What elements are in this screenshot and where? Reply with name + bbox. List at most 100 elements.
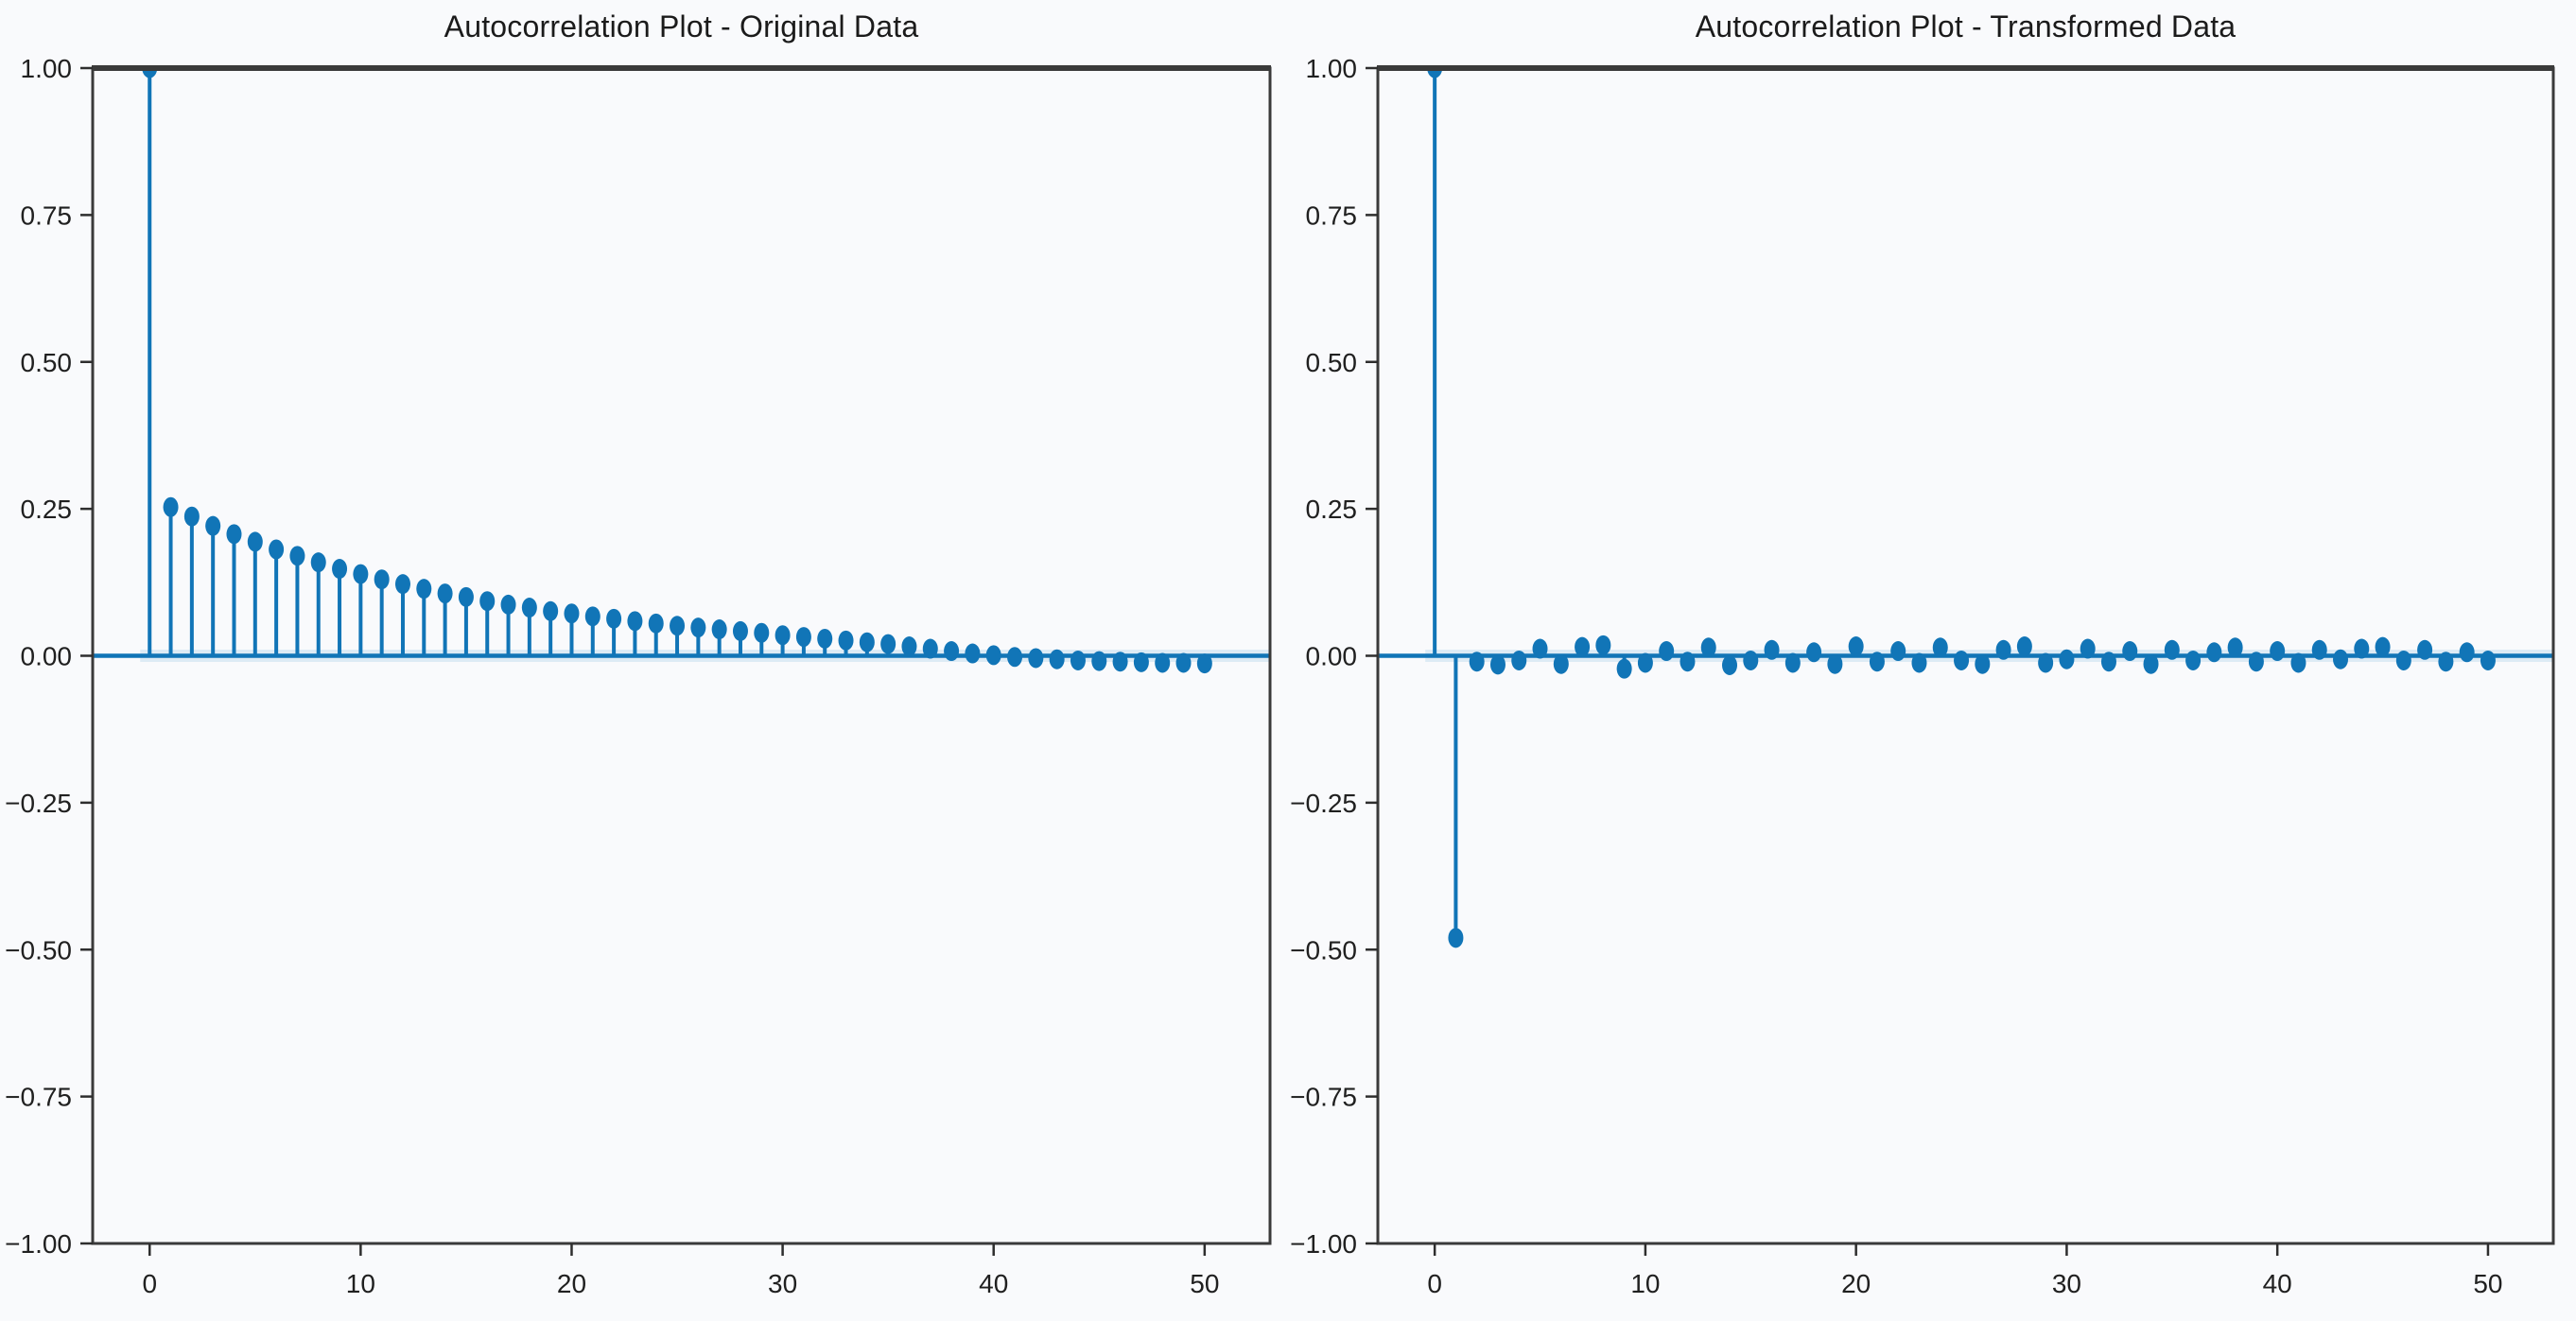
- stem-marker: [163, 496, 179, 517]
- stem-marker: [226, 524, 242, 545]
- y-tick-label: 1.00: [21, 54, 73, 83]
- stem-marker: [2100, 652, 2116, 672]
- x-tick-label: 30: [768, 1269, 797, 1298]
- stem-marker: [2270, 641, 2286, 662]
- stem-marker: [332, 559, 348, 580]
- x-tick-label: 50: [2473, 1269, 2502, 1298]
- stem-marker: [690, 617, 706, 638]
- stem-marker: [1890, 641, 1906, 662]
- stem-marker: [901, 636, 917, 657]
- x-tick-label: 0: [142, 1269, 157, 1298]
- stem-marker: [2227, 637, 2243, 658]
- y-tick-label: −0.75: [5, 1083, 72, 1112]
- x-tick-label: 0: [1427, 1269, 1442, 1298]
- stem-marker: [1553, 653, 1569, 674]
- stem-marker: [1511, 650, 1527, 670]
- y-tick-label: 0.75: [1306, 200, 1358, 230]
- stem-marker: [2206, 642, 2222, 663]
- stem-series: [1427, 68, 2496, 948]
- stem-marker: [1007, 647, 1023, 668]
- stem-marker: [2311, 639, 2327, 660]
- stem-marker: [1995, 639, 2011, 660]
- stem-marker: [2016, 636, 2032, 657]
- stem-marker: [1975, 653, 1991, 674]
- stem-marker: [859, 632, 875, 652]
- stem-marker: [1616, 658, 1632, 679]
- stem-marker: [1848, 636, 1864, 657]
- stem-marker: [1532, 638, 1548, 659]
- y-tick-label: −1.00: [1290, 1229, 1357, 1259]
- stem-marker: [1448, 928, 1464, 948]
- stem-marker: [1911, 652, 1927, 673]
- stem-marker: [394, 574, 410, 595]
- stem-marker: [1112, 652, 1128, 672]
- stem-series: [142, 68, 1212, 674]
- stem-marker: [1806, 642, 1822, 663]
- stem-marker: [2354, 638, 2370, 659]
- y-tick-label: −0.75: [1290, 1083, 1357, 1112]
- stem-marker: [944, 641, 960, 662]
- stem-marker: [2417, 639, 2433, 660]
- y-tick-label: −0.50: [5, 935, 72, 965]
- stem-marker: [564, 603, 580, 624]
- stem-marker: [1743, 650, 1759, 670]
- stem-marker: [584, 606, 600, 627]
- stem-marker: [2143, 653, 2159, 674]
- y-tick-label: 1.00: [1306, 54, 1358, 83]
- stem-marker: [521, 598, 537, 618]
- stem-marker: [817, 628, 833, 649]
- stem-marker: [1764, 639, 1780, 660]
- stem-marker: [1932, 637, 1948, 658]
- stem-marker: [2059, 649, 2075, 669]
- x-axis-ticks: 0 10 20 30 40 50: [142, 1243, 1219, 1298]
- stem-marker: [1659, 641, 1675, 662]
- stem-marker: [353, 564, 369, 584]
- y-tick-label: −1.00: [5, 1229, 72, 1259]
- stem-marker: [543, 600, 559, 621]
- y-tick-label: 0.25: [1306, 495, 1358, 524]
- stem-marker: [310, 552, 326, 573]
- acf-plot-0: 0 10 20 30 40 50 1.00 0.75 0.50 0.25 0.00 −0.25 −0.5…: [5, 54, 1272, 1298]
- stem-marker: [2480, 650, 2496, 670]
- stem-marker: [1175, 652, 1192, 673]
- stem-marker: [2333, 649, 2349, 669]
- stem-marker: [2459, 642, 2475, 663]
- x-tick-label: 10: [346, 1269, 375, 1298]
- y-tick-label: 0.50: [21, 348, 73, 377]
- stem-marker: [627, 611, 643, 632]
- stem-marker: [711, 619, 727, 640]
- stem-marker: [2290, 652, 2306, 673]
- stem-marker: [2375, 636, 2391, 657]
- stem-marker: [2185, 650, 2202, 670]
- stem-marker: [205, 515, 221, 536]
- y-axis-ticks: 1.00 0.75 0.50 0.25 0.00 −0.25 −0.50 −0.75 −1.00: [5, 54, 93, 1259]
- stem-marker: [437, 583, 453, 604]
- x-tick-label: 10: [1630, 1269, 1660, 1298]
- stem-marker: [374, 569, 390, 590]
- y-tick-label: 0.00: [1306, 642, 1358, 671]
- x-tick-label: 50: [1190, 1269, 1219, 1298]
- stem-marker: [479, 591, 496, 612]
- stem-marker: [2122, 641, 2138, 662]
- stem-marker: [2248, 652, 2264, 672]
- stem-marker: [2080, 638, 2096, 659]
- x-tick-label: 40: [2263, 1269, 2292, 1298]
- stem-marker: [1070, 650, 1086, 670]
- x-tick-label: 20: [1841, 1269, 1871, 1298]
- stem-marker: [985, 645, 1001, 666]
- acf-plot-1: 0 10 20 30 40 50 1.00 0.75 0.50 0.25 0.00 −0.25 −0.5…: [1290, 54, 2555, 1298]
- stem-marker: [1469, 652, 1485, 672]
- stem-marker: [1700, 637, 1716, 658]
- stem-marker: [795, 627, 811, 648]
- stem-marker: [1155, 652, 1171, 673]
- y-tick-label: −0.25: [1290, 789, 1357, 818]
- stem-marker: [670, 616, 686, 636]
- x-tick-label: 20: [557, 1269, 586, 1298]
- stem-marker: [880, 634, 896, 654]
- stem-marker: [648, 613, 664, 634]
- x-tick-label: 30: [2052, 1269, 2081, 1298]
- stem-marker: [1827, 653, 1843, 674]
- stem-marker: [1722, 654, 1738, 675]
- stem-marker: [289, 546, 305, 566]
- y-axis-ticks: 1.00 0.75 0.50 0.25 0.00 −0.25 −0.50 −0.75 −1.00: [1290, 54, 1378, 1259]
